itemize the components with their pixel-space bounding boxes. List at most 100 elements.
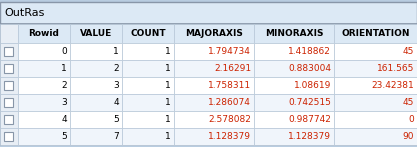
Bar xyxy=(18,24,70,43)
Text: 0: 0 xyxy=(61,47,67,56)
Bar xyxy=(5,98,13,107)
Bar xyxy=(70,128,122,145)
Bar xyxy=(174,111,254,128)
Bar xyxy=(254,94,334,111)
Text: 1.128379: 1.128379 xyxy=(208,132,251,141)
Bar xyxy=(5,81,13,90)
Bar xyxy=(174,60,254,77)
Text: 5: 5 xyxy=(61,132,67,141)
Bar xyxy=(174,24,254,43)
Bar xyxy=(334,60,417,77)
Bar xyxy=(70,43,122,60)
Bar xyxy=(334,24,417,43)
Bar xyxy=(334,111,417,128)
Bar xyxy=(70,94,122,111)
Text: VALUE: VALUE xyxy=(80,29,112,38)
Bar xyxy=(174,43,254,60)
Text: 3: 3 xyxy=(113,81,119,90)
Text: 1.758311: 1.758311 xyxy=(208,81,251,90)
Text: 1: 1 xyxy=(165,132,171,141)
Bar xyxy=(254,111,334,128)
Bar xyxy=(334,77,417,94)
Text: 2: 2 xyxy=(61,81,67,90)
Text: 1: 1 xyxy=(165,115,171,124)
Text: 45: 45 xyxy=(403,47,414,56)
Bar xyxy=(0,77,18,94)
Text: COUNT: COUNT xyxy=(130,29,166,38)
Bar xyxy=(122,128,174,145)
Text: 4: 4 xyxy=(61,115,67,124)
Text: 0: 0 xyxy=(408,115,414,124)
Text: 1: 1 xyxy=(113,47,119,56)
Text: 1.794734: 1.794734 xyxy=(208,47,251,56)
Text: 1.418862: 1.418862 xyxy=(288,47,331,56)
Bar xyxy=(254,77,334,94)
Bar xyxy=(0,128,18,145)
Bar xyxy=(0,94,18,111)
Text: 4: 4 xyxy=(113,98,119,107)
Bar xyxy=(122,24,174,43)
Text: 1: 1 xyxy=(165,64,171,73)
Bar xyxy=(254,43,334,60)
Text: MAJORAXIS: MAJORAXIS xyxy=(185,29,243,38)
Text: 0.883004: 0.883004 xyxy=(288,64,331,73)
Bar xyxy=(334,43,417,60)
Bar xyxy=(5,64,13,73)
Text: 0.742515: 0.742515 xyxy=(288,98,331,107)
Text: ORIENTATION: ORIENTATION xyxy=(341,29,410,38)
Bar xyxy=(18,43,70,60)
Text: OutRas: OutRas xyxy=(4,8,44,18)
Bar xyxy=(122,77,174,94)
Bar xyxy=(0,43,18,60)
Text: 5: 5 xyxy=(113,115,119,124)
Bar xyxy=(0,24,18,43)
Bar xyxy=(18,128,70,145)
Bar xyxy=(0,111,18,128)
Bar xyxy=(334,94,417,111)
Bar xyxy=(18,111,70,128)
Bar xyxy=(18,94,70,111)
Bar xyxy=(174,77,254,94)
Text: 3: 3 xyxy=(61,98,67,107)
Bar xyxy=(5,115,13,124)
Bar xyxy=(18,60,70,77)
Bar xyxy=(174,94,254,111)
Text: Rowid: Rowid xyxy=(28,29,60,38)
Text: 23.42381: 23.42381 xyxy=(371,81,414,90)
Text: 0.987742: 0.987742 xyxy=(288,115,331,124)
Bar xyxy=(70,60,122,77)
Text: 1: 1 xyxy=(165,81,171,90)
Bar xyxy=(122,111,174,128)
Text: 161.565: 161.565 xyxy=(377,64,414,73)
Bar xyxy=(254,128,334,145)
Bar xyxy=(122,94,174,111)
Text: 1.286074: 1.286074 xyxy=(208,98,251,107)
Bar xyxy=(70,77,122,94)
Bar xyxy=(70,24,122,43)
Text: 1: 1 xyxy=(165,98,171,107)
Text: 2.16291: 2.16291 xyxy=(214,64,251,73)
Text: 90: 90 xyxy=(402,132,414,141)
Bar xyxy=(254,60,334,77)
Bar xyxy=(5,132,13,141)
Bar xyxy=(70,111,122,128)
Bar xyxy=(122,60,174,77)
Text: 2.578082: 2.578082 xyxy=(208,115,251,124)
Text: 2: 2 xyxy=(113,64,119,73)
Bar xyxy=(122,43,174,60)
Text: 1: 1 xyxy=(165,47,171,56)
Bar xyxy=(254,24,334,43)
Text: 1.128379: 1.128379 xyxy=(288,132,331,141)
Bar xyxy=(18,77,70,94)
Text: 1.08619: 1.08619 xyxy=(294,81,331,90)
Bar xyxy=(174,128,254,145)
Text: MINORAXIS: MINORAXIS xyxy=(265,29,323,38)
Bar xyxy=(0,24,417,145)
Bar xyxy=(0,60,18,77)
Bar xyxy=(334,128,417,145)
Bar xyxy=(0,2,417,24)
Text: 45: 45 xyxy=(403,98,414,107)
Text: 7: 7 xyxy=(113,132,119,141)
Text: 1: 1 xyxy=(61,64,67,73)
Bar xyxy=(5,47,13,56)
